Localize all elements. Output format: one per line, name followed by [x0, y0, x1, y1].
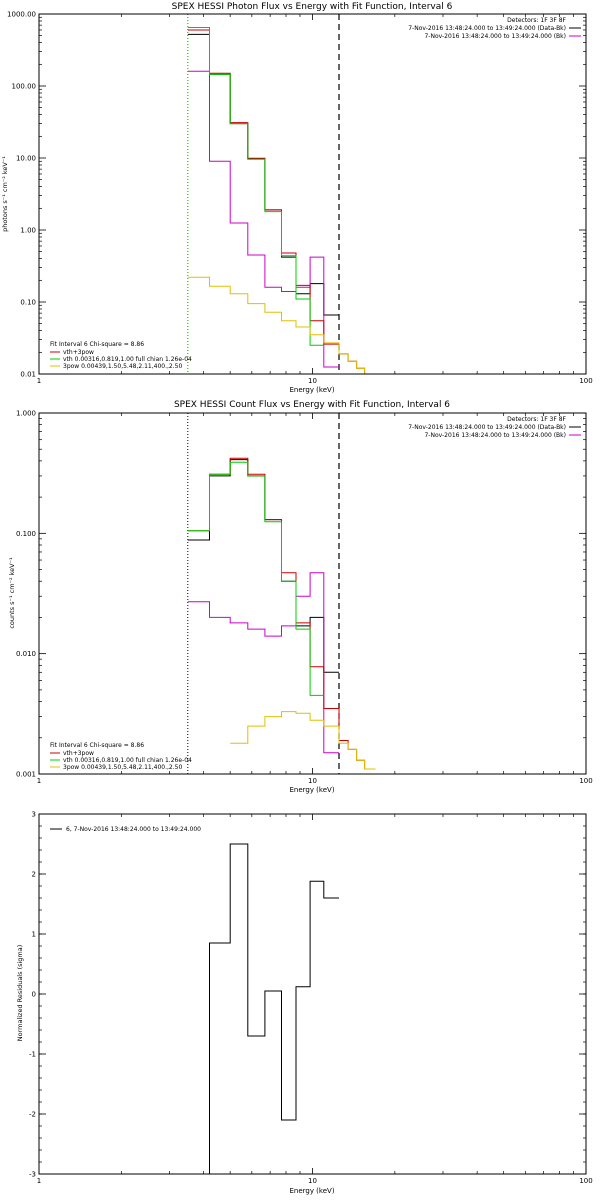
- legend-bottom-left: Fit Interval 6 Chi-square = 8.86 vth+3po…: [50, 742, 192, 771]
- x-tick-label: 10: [308, 377, 317, 385]
- x-tick-label: 1: [37, 1177, 41, 1185]
- tick-layer: 1 10 100 -3 -2 -1 0 1 2 3: [29, 811, 593, 1186]
- legend-header: Detectors: 1F 3F 8F: [507, 17, 566, 24]
- x-tick-label: 100: [579, 1177, 592, 1185]
- legend-entry-data-bk: 7-Nov-2016 13:48:24.000 to 13:49:24.000 …: [408, 424, 566, 431]
- y-tick-label: 1.000: [16, 410, 36, 418]
- x-tick-label: 100: [579, 777, 592, 785]
- legend-header: Detectors: 1F 3F 8F: [507, 416, 566, 423]
- legend-entry-data-bk: 7-Nov-2016 13:48:24.000 to 13:49:24.000 …: [408, 25, 566, 32]
- y-tick-label: 0.001: [16, 771, 36, 779]
- legend-entry-3pow: 3pow 0.00439,1.50,5.48,2.11,400.,2.50: [63, 764, 182, 771]
- fit-interval-chi-square: Fit Interval 6 Chi-square = 8.86: [50, 742, 144, 749]
- series-layer: [187, 843, 339, 1174]
- tick-layer: 1 10 100 0.001 0.010 0.100 1.000: [16, 410, 593, 786]
- y-tick-label: 0.100: [16, 530, 36, 538]
- count-flux-plot: SPEX HESSI Count Flux vs Energy with Fit…: [8, 400, 593, 794]
- series-line-3pow: [187, 276, 376, 374]
- y-tick-label: -2: [29, 1111, 36, 1119]
- legend-entry-bk: 7-Nov-2016 13:48:24.000 to 13:49:24.000 …: [424, 33, 566, 40]
- legend-top-left: 6, 7-Nov-2016 13:48:24.000 to 13:49:24.0…: [50, 826, 201, 833]
- y-tick-label: 0.10: [20, 299, 36, 307]
- y-tick-label: 1.00: [20, 227, 36, 235]
- series-line-bk: [187, 572, 339, 754]
- x-tick-label: 1: [37, 377, 41, 385]
- x-tick-label: 10: [308, 1177, 317, 1185]
- legend-entry-3pow: 3pow 0.00439,1.50,5.48,2.11,400.,2.50: [63, 363, 182, 370]
- series-line-6-7-nov-2016-13-48-24-000-to-13-49-24-000: [187, 843, 339, 1174]
- series-layer: [187, 14, 376, 374]
- x-tick-label: 10: [308, 777, 317, 785]
- fit-interval-chi-square: Fit Interval 6 Chi-square = 8.86: [50, 341, 144, 348]
- y-tick-label: 3: [32, 811, 36, 819]
- x-tick-label: 100: [579, 377, 592, 385]
- legend-top-right: Detectors: 1F 3F 8F 7-Nov-2016 13:48:24.…: [408, 17, 581, 40]
- y-axis-label: counts s⁻¹ cm⁻² keV⁻¹: [8, 557, 16, 629]
- tick-layer: 1 10 100 0.01 0.10 1.00 10.00 100.00 1000.00: [7, 11, 593, 386]
- x-tick-label: 1: [37, 777, 41, 785]
- series-line-vth: [187, 461, 324, 696]
- legend-top-right: Detectors: 1F 3F 8F 7-Nov-2016 13:48:24.…: [408, 416, 581, 439]
- x-axis-label: Energy (keV): [289, 1187, 334, 1195]
- legend-entry-bk: 7-Nov-2016 13:48:24.000 to 13:49:24.000 …: [424, 432, 566, 439]
- series-layer: [187, 413, 376, 774]
- y-tick-label: 1000.00: [7, 11, 36, 19]
- legend-entry-vth: vth 0.00316,0.819,1.00 full chian 1.26e-…: [63, 757, 192, 764]
- legend-bottom-left: Fit Interval 6 Chi-square = 8.86 vth+3po…: [50, 341, 192, 370]
- y-tick-label: -1: [29, 1051, 36, 1059]
- legend-entry-vth-3pow: vth+3pow: [63, 750, 94, 757]
- plot-title: SPEX HESSI Photon Flux vs Energy with Fi…: [172, 2, 453, 12]
- y-tick-label: 0.01: [20, 371, 36, 379]
- legend-entry-interval-6: 6, 7-Nov-2016 13:48:24.000 to 13:49:24.0…: [66, 826, 201, 833]
- series-line-bk: [187, 70, 339, 368]
- y-tick-label: 0: [32, 991, 36, 999]
- x-axis-label: Energy (keV): [289, 786, 334, 794]
- legend-entry-vth-3pow: vth+3pow: [63, 349, 94, 356]
- residuals-plot: Energy (keV) Normalized Residuals (sigma…: [16, 811, 593, 1196]
- y-tick-label: 100.00: [12, 83, 37, 91]
- plot-title: SPEX HESSI Count Flux vs Energy with Fit…: [174, 400, 450, 410]
- series-line-vth: [187, 27, 324, 346]
- y-axis-label: Normalized Residuals (sigma): [16, 945, 24, 1042]
- y-tick-label: 0.010: [16, 650, 36, 658]
- y-tick-label: 1: [32, 931, 36, 939]
- y-tick-label: -3: [29, 1171, 36, 1179]
- photon-flux-plot: SPEX HESSI Photon Flux vs Energy with Fi…: [1, 2, 593, 394]
- legend-entry-vth: vth 0.00316,0.819,1.00 full chian 1.26e-…: [63, 356, 192, 363]
- series-line-3pow: [230, 711, 376, 770]
- y-axis-label: photons s⁻¹ cm⁻² keV⁻¹: [1, 156, 9, 232]
- x-axis-label: Energy (keV): [289, 386, 334, 394]
- y-tick-label: 2: [32, 871, 36, 879]
- y-tick-label: 10.00: [16, 155, 36, 163]
